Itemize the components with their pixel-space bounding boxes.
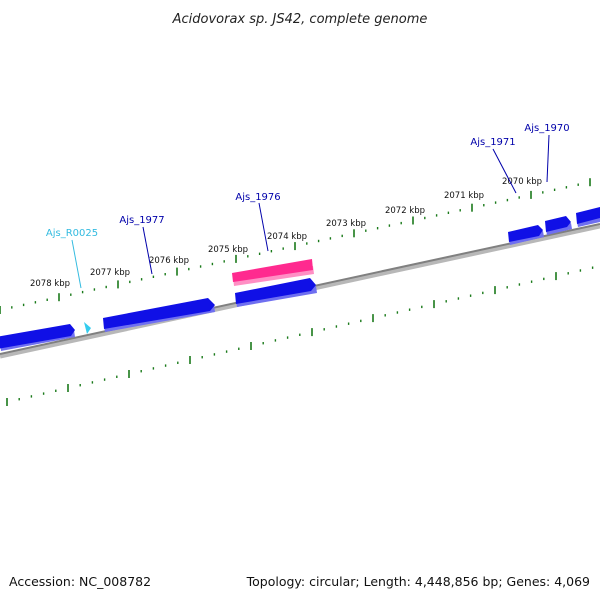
leader-line <box>71 239 82 289</box>
gene-feature[interactable] <box>103 298 215 329</box>
scale-label: 2076 kbp <box>149 256 189 266</box>
leader-line <box>258 202 269 252</box>
scale-label: 2074 kbp <box>267 232 307 242</box>
leader-line <box>546 134 550 183</box>
gene-feature[interactable] <box>0 324 75 349</box>
gene-label-ajs-1976[interactable]: Ajs_1976 <box>235 192 280 203</box>
genome-summary-text: Topology: circular; Length: 4,448,856 bp… <box>246 574 590 589</box>
gene-feature[interactable] <box>235 278 316 304</box>
map-title: Acidovorax sp. JS42, complete genome <box>172 12 428 27</box>
scale-label: 2070 kbp <box>502 177 542 187</box>
gene-labels: Ajs_R0025 Ajs_1977 Ajs_1976 Ajs_1971 Ajs… <box>46 123 570 239</box>
scale-label: 2078 kbp <box>30 279 70 289</box>
leader-line <box>492 148 517 194</box>
gene-feature[interactable] <box>545 216 571 232</box>
gene-feature-highlight[interactable] <box>232 259 313 282</box>
scale-labels: 2078 kbp 2077 kbp 2076 kbp 2075 kbp 2074… <box>30 177 542 289</box>
gene-label-ajs-r0025[interactable]: Ajs_R0025 <box>46 228 98 239</box>
gene-feature[interactable] <box>508 225 543 242</box>
rna-feature[interactable] <box>84 322 91 334</box>
gene-label-ajs-1971[interactable]: Ajs_1971 <box>470 137 515 148</box>
gene-label-ajs-1970[interactable]: Ajs_1970 <box>524 123 569 134</box>
gene-feature[interactable] <box>576 207 600 224</box>
gene-label-ajs-1977[interactable]: Ajs_1977 <box>119 215 164 226</box>
scale-label: 2072 kbp <box>385 206 425 216</box>
scale-label: 2075 kbp <box>208 245 248 255</box>
scale-label: 2077 kbp <box>90 268 130 278</box>
leader-line <box>142 226 153 275</box>
accession-text: Accession: NC_008782 <box>9 574 151 589</box>
scale-label: 2071 kbp <box>444 191 484 201</box>
outer-tick-ring <box>0 178 591 314</box>
label-leaders <box>71 134 550 289</box>
feature-track <box>0 207 600 351</box>
scale-label: 2073 kbp <box>326 219 366 229</box>
inner-tick-ring <box>6 266 594 406</box>
